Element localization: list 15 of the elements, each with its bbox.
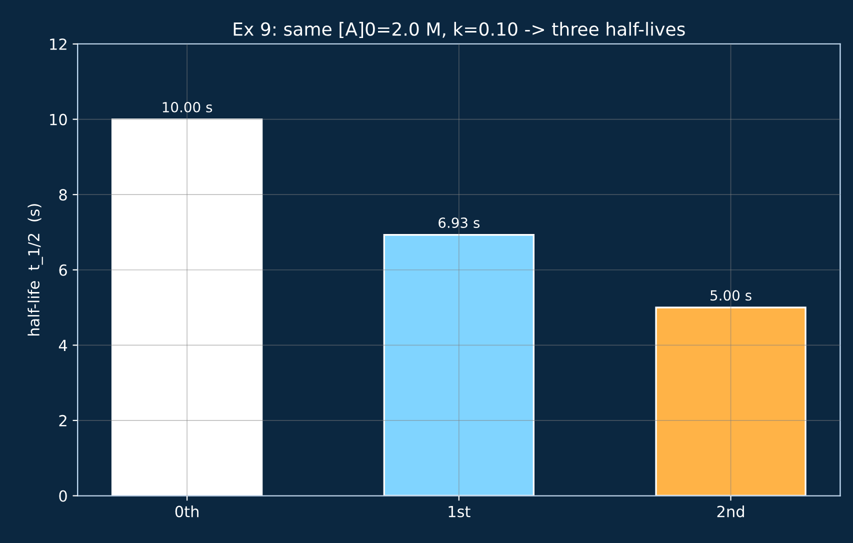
x-tick-label: 2nd [717, 505, 744, 518]
x-tick-label: 1st [448, 506, 470, 518]
data-label: 6.93 s [438, 217, 480, 228]
x-tick-label: 0th [175, 505, 198, 518]
y-tick-label: 2 [59, 414, 66, 426]
y-tick-label: 8 [59, 189, 67, 201]
data-label: 10.00 s [162, 102, 212, 112]
y-tick-label: 10 [50, 114, 67, 126]
chart-title: Ex 9: same [A]0=2.0 M, k=0.10 -> three half-lives [234, 22, 685, 38]
y-tick-label: 12 [50, 38, 66, 50]
data-label: 5.00 s [710, 290, 752, 301]
y-axis-title: half-life t_1/2 (s) [28, 204, 43, 336]
y-tick-label: 0 [59, 490, 67, 502]
y-tick-label: 6 [59, 264, 67, 276]
y-tick-label: 4 [58, 340, 68, 351]
